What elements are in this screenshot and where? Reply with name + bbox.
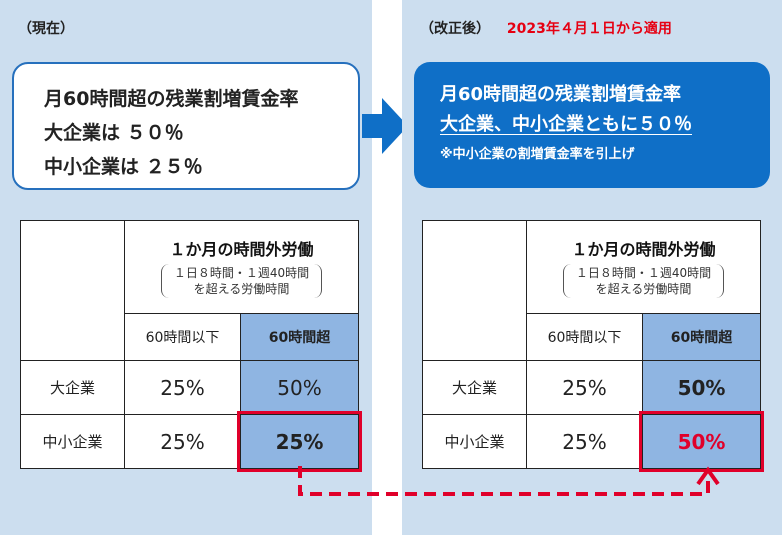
effective-date-label: 2023年４月１日から適用 [506, 21, 672, 37]
revised-table-title: １か月の時間外労働 [571, 240, 716, 259]
right-arrow-icon [362, 98, 408, 154]
current-summary-line1: 月60時間超の残業割増賃金率 [44, 88, 299, 110]
revised-sme-under60: 25% [526, 414, 643, 469]
current-table-note: １日８時間・１週40時間 を超える労働時間 [160, 264, 323, 298]
revised-heading: （改正後） 2023年４月１日から適用 [420, 18, 672, 38]
revised-row-label-large: 大企業 [422, 360, 527, 415]
current-summary-line3: 中小企業は ２５％ [44, 156, 203, 178]
current-summary-box: 月60時間超の残業割増賃金率 大企業は ５０％ 中小企業は ２５％ [12, 62, 360, 190]
revised-table-note-line2: を超える労働時間 [595, 282, 692, 296]
current-heading-label: （現在） [18, 21, 74, 37]
revised-panel: （改正後） 2023年４月１日から適用 月60時間超の残業割増賃金率 大企業、中… [402, 0, 782, 535]
revised-rate-table: １か月の時間外労働 １日８時間・１週40時間 を超える労働時間 60時間以下 6… [422, 220, 764, 472]
revised-highlight-box [639, 411, 764, 472]
current-col-under60: 60時間以下 [124, 313, 241, 361]
current-heading: （現在） [18, 18, 74, 38]
revised-table-header: １か月の時間外労働 １日８時間・１週40時間 を超える労働時間 [526, 220, 761, 314]
revised-row-label-sme: 中小企業 [422, 414, 527, 469]
current-large-over60: 50% [240, 360, 359, 415]
revised-table-corner [422, 220, 527, 361]
current-table-note-line2: を超える労働時間 [193, 282, 290, 296]
revised-summary-note: ※中小企業の割増賃金率を引上げ [440, 147, 635, 162]
current-highlight-box [237, 411, 362, 472]
current-sme-under60: 25% [124, 414, 241, 469]
current-summary-line2: 大企業は ５０％ [44, 122, 184, 144]
revised-summary-line1: 月60時間超の残業割増賃金率 [440, 84, 682, 105]
revised-large-under60: 25% [526, 360, 643, 415]
revised-summary-line2: 大企業、中小企業ともに５０％ [440, 114, 692, 135]
revised-col-under60: 60時間以下 [526, 313, 643, 361]
current-row-label-large: 大企業 [20, 360, 125, 415]
current-table-note-line1: １日８時間・１週40時間 [173, 266, 310, 280]
revised-large-over60: 50% [642, 360, 761, 415]
revised-table-note-line1: １日８時間・１週40時間 [575, 266, 712, 280]
current-col-over60: 60時間超 [240, 313, 359, 361]
revised-summary-box: 月60時間超の残業割増賃金率 大企業、中小企業ともに５０％ ※中小企業の割増賃金… [414, 62, 770, 188]
revised-sme-over60: 50% [677, 429, 726, 454]
current-sme-over60-cell: 25% [237, 411, 362, 472]
current-rate-table: １か月の時間外労働 １日８時間・１週40時間 を超える労働時間 60時間以下 6… [20, 220, 362, 472]
revised-table-note: １日８時間・１週40時間 を超える労働時間 [562, 264, 725, 298]
revised-sme-over60-cell: 50% [639, 411, 764, 472]
current-panel: （現在） 月60時間超の残業割増賃金率 大企業は ５０％ 中小企業は ２５％ １… [0, 0, 372, 535]
current-table-title: １か月の時間外労働 [169, 240, 314, 259]
current-row-label-sme: 中小企業 [20, 414, 125, 469]
current-sme-over60: 25% [275, 429, 324, 454]
current-large-under60: 25% [124, 360, 241, 415]
revised-col-over60: 60時間超 [642, 313, 761, 361]
current-table-header: １か月の時間外労働 １日８時間・１週40時間 を超える労働時間 [124, 220, 359, 314]
revised-heading-label: （改正後） [420, 21, 490, 37]
current-table-corner [20, 220, 125, 361]
